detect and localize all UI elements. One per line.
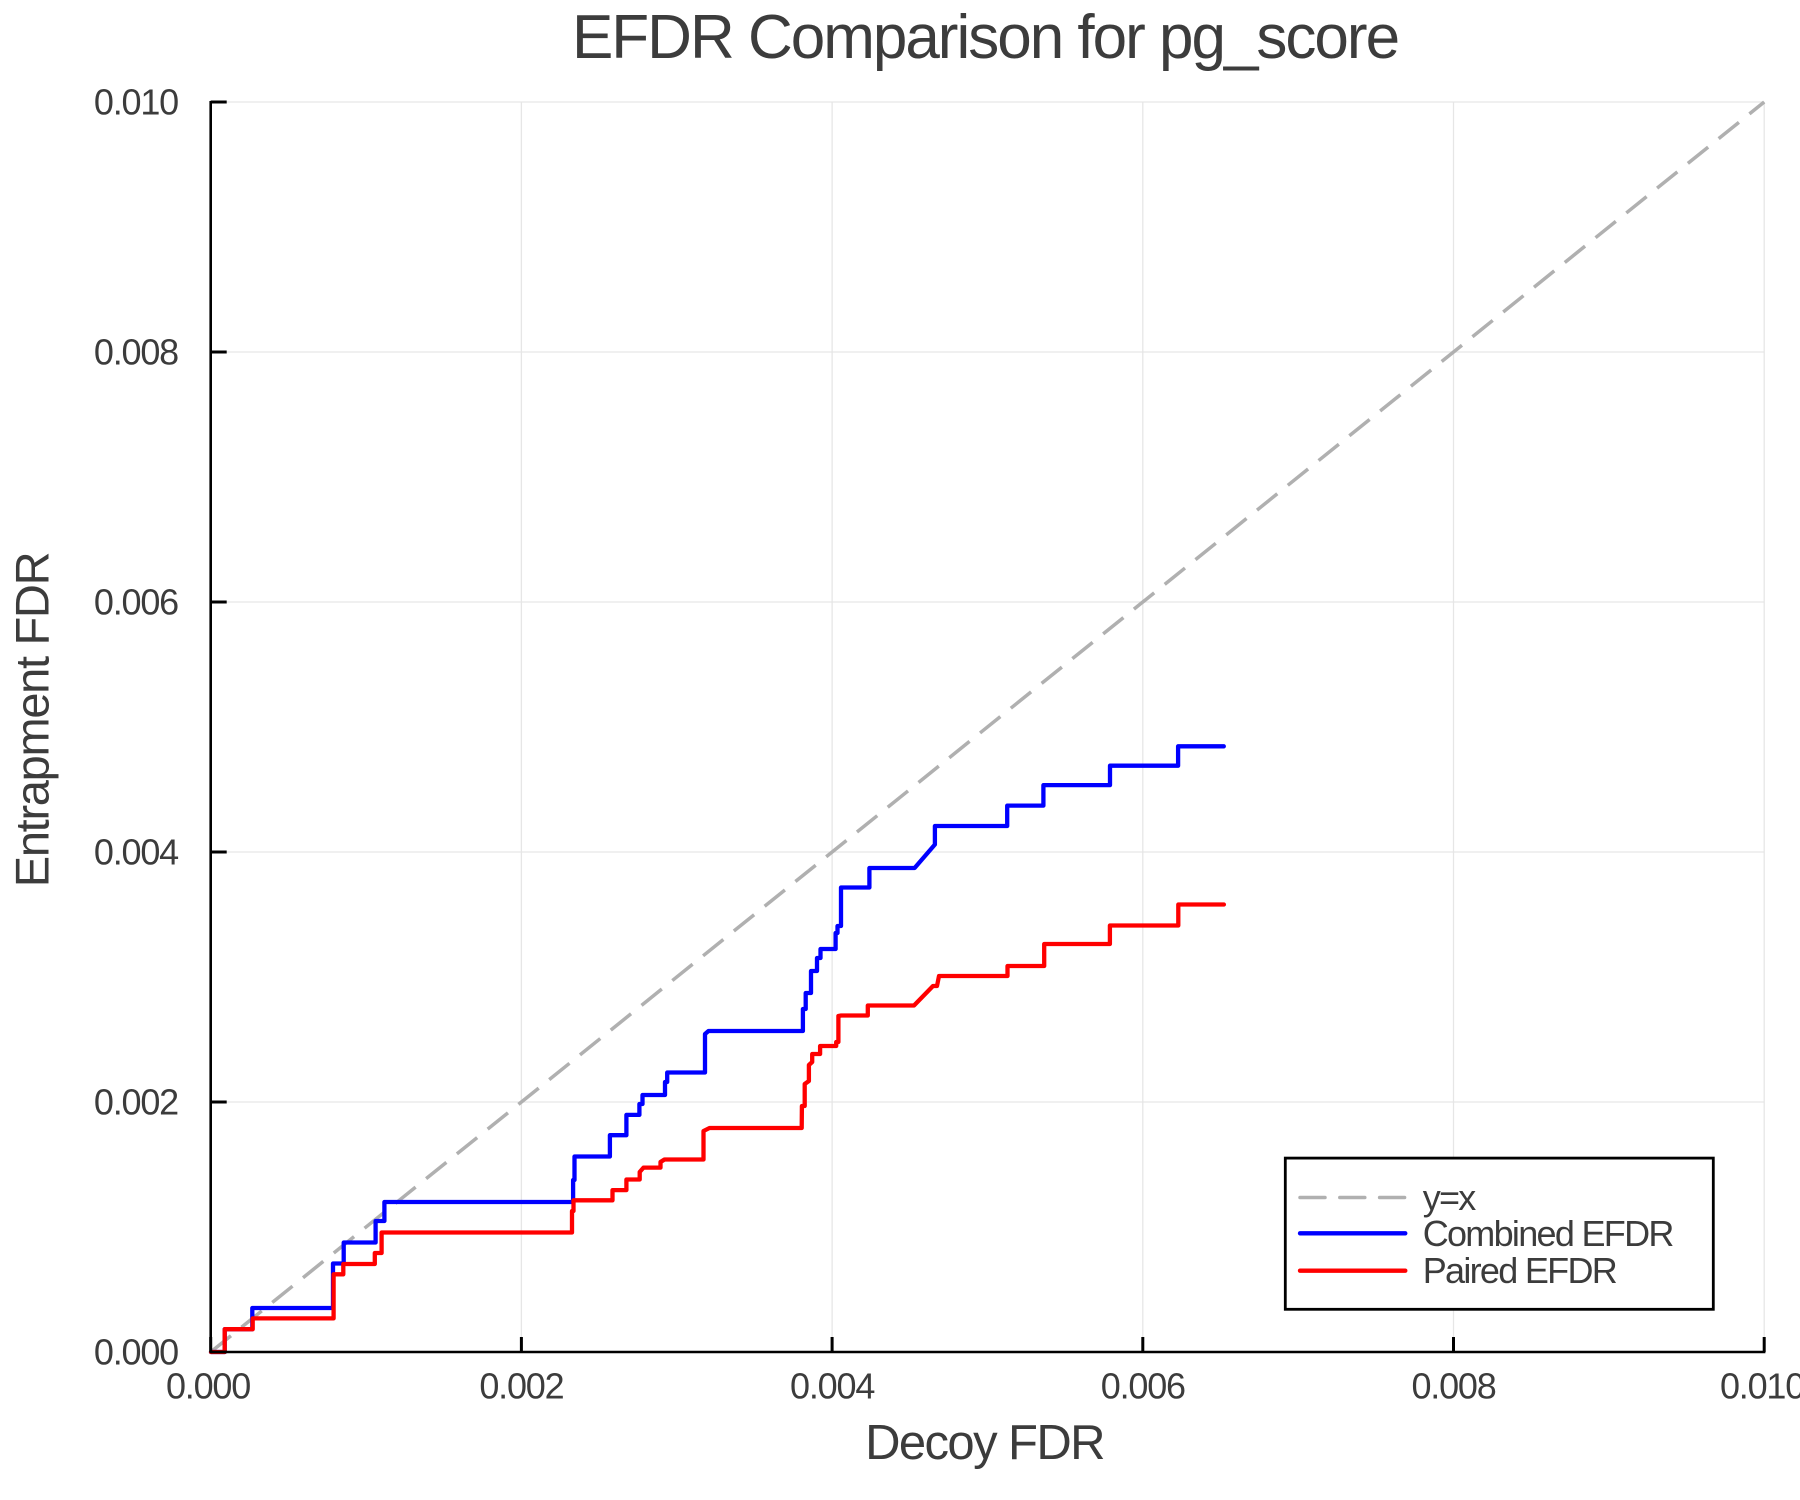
svg-text:0.000: 0.000 (166, 1366, 250, 1407)
svg-text:0.006: 0.006 (1101, 1366, 1185, 1407)
svg-text:0.010: 0.010 (94, 81, 178, 122)
svg-text:0.000: 0.000 (94, 1331, 178, 1372)
svg-text:0.004: 0.004 (790, 1366, 874, 1407)
svg-text:Entrapment FDR: Entrapment FDR (6, 553, 59, 887)
svg-text:0.002: 0.002 (94, 1081, 178, 1122)
svg-text:EFDR Comparison for pg_score: EFDR Comparison for pg_score (572, 3, 1398, 72)
svg-text:0.008: 0.008 (94, 331, 178, 372)
svg-text:0.006: 0.006 (94, 581, 178, 622)
svg-text:0.010: 0.010 (1720, 1366, 1800, 1407)
svg-text:y=x: y=x (1423, 1177, 1477, 1218)
svg-text:0.002: 0.002 (479, 1366, 563, 1407)
svg-text:0.008: 0.008 (1411, 1366, 1495, 1407)
svg-text:Combined EFDR: Combined EFDR (1423, 1213, 1674, 1254)
svg-text:Decoy FDR: Decoy FDR (865, 1416, 1104, 1470)
svg-text:0.004: 0.004 (94, 831, 178, 872)
svg-text:Paired EFDR: Paired EFDR (1423, 1250, 1617, 1291)
